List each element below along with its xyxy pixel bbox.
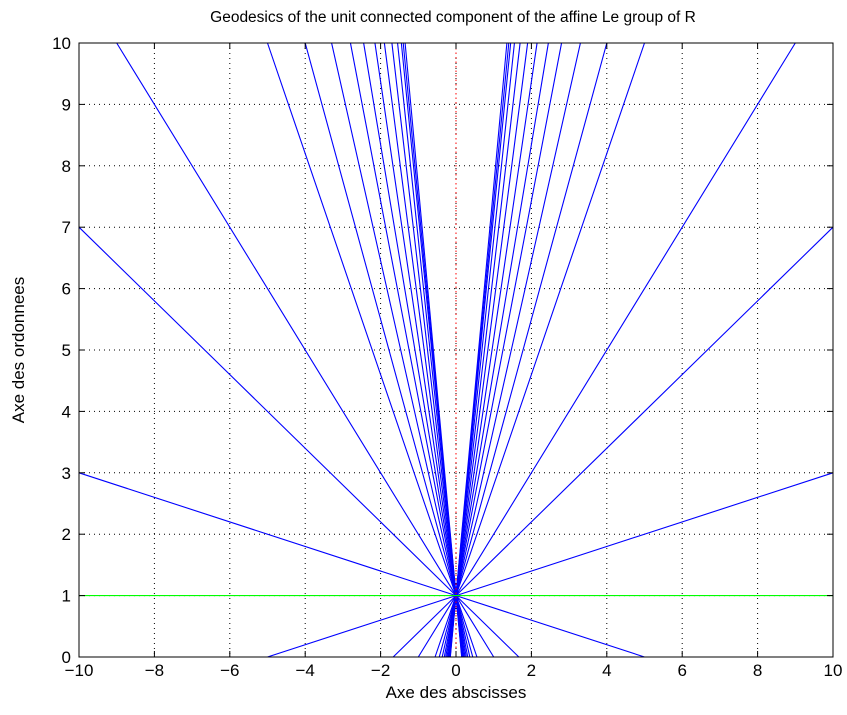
geodesic-lines bbox=[78, 42, 834, 658]
y-tick-label: 4 bbox=[62, 402, 71, 421]
x-tick-labels: −10 −8 −6 −4 −2 0 2 4 6 8 10 bbox=[65, 661, 843, 680]
y-tick-label: 3 bbox=[62, 464, 71, 483]
x-axis-title: Axe des abscisses bbox=[386, 683, 527, 702]
y-tick-label: 9 bbox=[62, 95, 71, 114]
x-tick-label: 8 bbox=[753, 661, 762, 680]
axis-ticks bbox=[78, 42, 834, 658]
y-tick-label: 1 bbox=[62, 587, 71, 606]
x-tick-label: 0 bbox=[451, 661, 460, 680]
x-tick-label: 4 bbox=[602, 661, 611, 680]
x-tick-label: −8 bbox=[145, 661, 164, 680]
y-tick-label: 7 bbox=[62, 218, 71, 237]
y-tick-label: 10 bbox=[52, 34, 71, 53]
y-tick-label: 8 bbox=[62, 157, 71, 176]
y-tick-label: 0 bbox=[62, 648, 71, 667]
y-axis-title: Axe des ordonnees bbox=[9, 277, 28, 424]
x-tick-label: 10 bbox=[824, 661, 843, 680]
y-tick-label: 6 bbox=[62, 280, 71, 299]
x-tick-label: 6 bbox=[677, 661, 686, 680]
x-tick-label: −10 bbox=[65, 661, 94, 680]
x-tick-label: −6 bbox=[220, 661, 239, 680]
y-tick-labels: 0 1 2 3 4 5 6 7 8 9 10 bbox=[52, 34, 71, 667]
chart-title: Geodesics of the unit connected componen… bbox=[210, 9, 696, 26]
x-tick-label: −4 bbox=[296, 661, 315, 680]
x-tick-label: 2 bbox=[527, 661, 536, 680]
x-tick-label: −2 bbox=[371, 661, 390, 680]
y-tick-label: 2 bbox=[62, 525, 71, 544]
y-tick-label: 5 bbox=[62, 341, 71, 360]
